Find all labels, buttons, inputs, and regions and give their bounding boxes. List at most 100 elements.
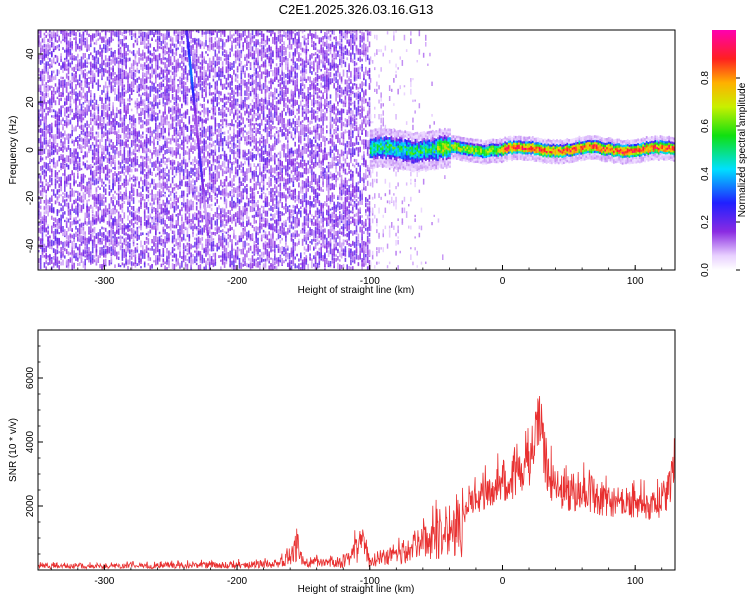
- heatmap-cell: [192, 213, 194, 221]
- heatmap-cell: [38, 264, 40, 270]
- heatmap-cell: [38, 77, 40, 81]
- heatmap-cell: [229, 250, 231, 257]
- heatmap-cell: [114, 121, 116, 128]
- heatmap-cell: [101, 237, 103, 244]
- heatmap-cell: [77, 202, 79, 208]
- heatmap-cell: [199, 210, 202, 218]
- heatmap-cell: [101, 131, 103, 139]
- heatmap-cell: [220, 32, 222, 38]
- heatmap-cell: [62, 247, 64, 251]
- heatmap-cell: [208, 57, 211, 63]
- heatmap-cell: [114, 236, 116, 243]
- heatmap-cell: [168, 106, 170, 113]
- heatmap-cell: [110, 236, 113, 242]
- heatmap-cell: [90, 131, 92, 135]
- heatmap-cell: [110, 67, 113, 71]
- heatmap-cell: [132, 199, 135, 204]
- heatmap-cell: [227, 107, 230, 113]
- heatmap-cell: [103, 227, 105, 230]
- heatmap-cell: [91, 118, 94, 122]
- heatmap-cell: [229, 30, 231, 31]
- heatmap-cell: [78, 218, 81, 222]
- heatmap-cell: [136, 243, 139, 246]
- heatmap-cell: [117, 236, 120, 239]
- heatmap-cell: [97, 104, 100, 107]
- heatmap-cell: [45, 55, 47, 58]
- heatmap-cell: [162, 242, 165, 247]
- heatmap-cell: [129, 128, 131, 132]
- heatmap-cell: [184, 91, 187, 97]
- heatmap-cell: [134, 167, 137, 171]
- heatmap-cell: [197, 251, 200, 255]
- heatmap-cell: [153, 248, 155, 256]
- heatmap-cell: [236, 108, 239, 111]
- heatmap-cell: [121, 193, 124, 200]
- heatmap-cell: [45, 82, 47, 85]
- heatmap-cell: [64, 229, 66, 236]
- heatmap-cell: [197, 265, 200, 270]
- heatmap-cell: [208, 37, 211, 42]
- heatmap-cell: [225, 212, 228, 218]
- heatmap-cell: [151, 224, 153, 230]
- heatmap-cell: [168, 189, 170, 193]
- heatmap-cell: [56, 196, 59, 201]
- heatmap-cell: [171, 147, 174, 154]
- heatmap-cell: [179, 242, 181, 247]
- heatmap-cell: [221, 51, 224, 56]
- heatmap-cell: [162, 172, 165, 179]
- heatmap-cell: [58, 146, 60, 149]
- heatmap-cell: [56, 127, 59, 134]
- heatmap-cell: [188, 30, 191, 34]
- heatmap-cell: [80, 222, 83, 228]
- heatmap-cell: [184, 96, 187, 104]
- heatmap-cell: [64, 180, 66, 184]
- heatmap-cell: [160, 235, 163, 238]
- heatmap-cell: [134, 33, 137, 39]
- heatmap-cell: [80, 195, 83, 202]
- heatmap-cell: [99, 229, 101, 236]
- heatmap-cell: [227, 67, 230, 73]
- heatmap-cell: [77, 121, 79, 127]
- heatmap-cell: [41, 54, 44, 59]
- heatmap-cell: [114, 177, 116, 184]
- heatmap-cell: [160, 164, 163, 167]
- heatmap-cell: [93, 47, 96, 53]
- heatmap-cell: [220, 154, 222, 158]
- heatmap-cell: [88, 164, 90, 170]
- heatmap-cell: [78, 137, 81, 142]
- heatmap-cell: [145, 137, 148, 144]
- heatmap-cell: [41, 60, 44, 64]
- heatmap-cell: [197, 80, 200, 87]
- heatmap-cell: [143, 41, 146, 49]
- heatmap-cell: [101, 163, 103, 167]
- heatmap-cell: [208, 69, 211, 76]
- heatmap-cell: [119, 214, 122, 218]
- heatmap-cell: [73, 128, 75, 132]
- heatmap-cell: [212, 241, 215, 247]
- heatmap-cell: [99, 139, 101, 146]
- heatmap-cell: [210, 164, 213, 171]
- heatmap-cell: [69, 83, 72, 89]
- heatmap-cell: [138, 215, 140, 223]
- heatmap-cell: [58, 155, 60, 162]
- heatmap-cell: [58, 176, 60, 182]
- heatmap-cell: [138, 101, 140, 106]
- heatmap-cell: [171, 255, 174, 258]
- heatmap-cell: [82, 203, 85, 210]
- heatmap-cell: [175, 140, 178, 147]
- heatmap-cell: [201, 131, 204, 135]
- heatmap-cell: [218, 234, 220, 241]
- heatmap-cell: [201, 71, 204, 78]
- heatmap-cell: [229, 167, 231, 170]
- heatmap-cell: [56, 111, 59, 114]
- heatmap-cell: [149, 248, 152, 251]
- heatmap-cell: [147, 30, 150, 35]
- heatmap-cell: [138, 57, 140, 64]
- heatmap-cell: [164, 229, 166, 235]
- heatmap-cell: [65, 155, 68, 163]
- heatmap-cell: [175, 200, 178, 206]
- heatmap-cell: [73, 262, 75, 269]
- heatmap-cell: [168, 101, 170, 105]
- heatmap-cell: [208, 220, 211, 225]
- heatmap-cell: [45, 203, 47, 209]
